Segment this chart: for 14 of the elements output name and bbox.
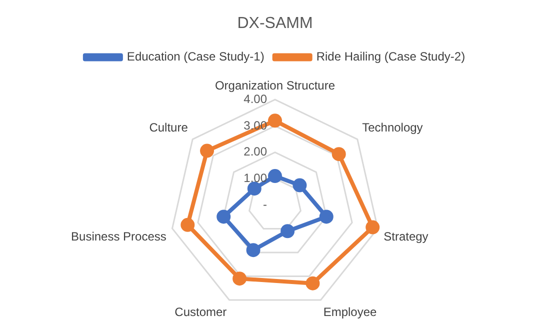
y-tick-label: 4.00 xyxy=(244,92,268,106)
spoke-label: Technology xyxy=(362,120,423,135)
spoke-label: Culture xyxy=(149,120,188,135)
y-tick-label: 1.00 xyxy=(244,170,268,185)
spoke-label: Employee xyxy=(323,304,378,319)
legend-label: Education (Case Study-1) xyxy=(126,50,264,64)
spoke-label: Customer xyxy=(174,304,227,319)
spoke-label: Organization Structure xyxy=(214,78,336,93)
legend-label: Ride Hailing (Case Study-2) xyxy=(316,50,466,64)
y-tick-label: - xyxy=(263,197,267,212)
spoke-label: Strategy xyxy=(384,229,428,244)
spoke-label: Business Process xyxy=(71,229,166,244)
chart-title: DX-SAMM xyxy=(237,15,313,32)
y-tick-label: 2.00 xyxy=(244,144,268,159)
